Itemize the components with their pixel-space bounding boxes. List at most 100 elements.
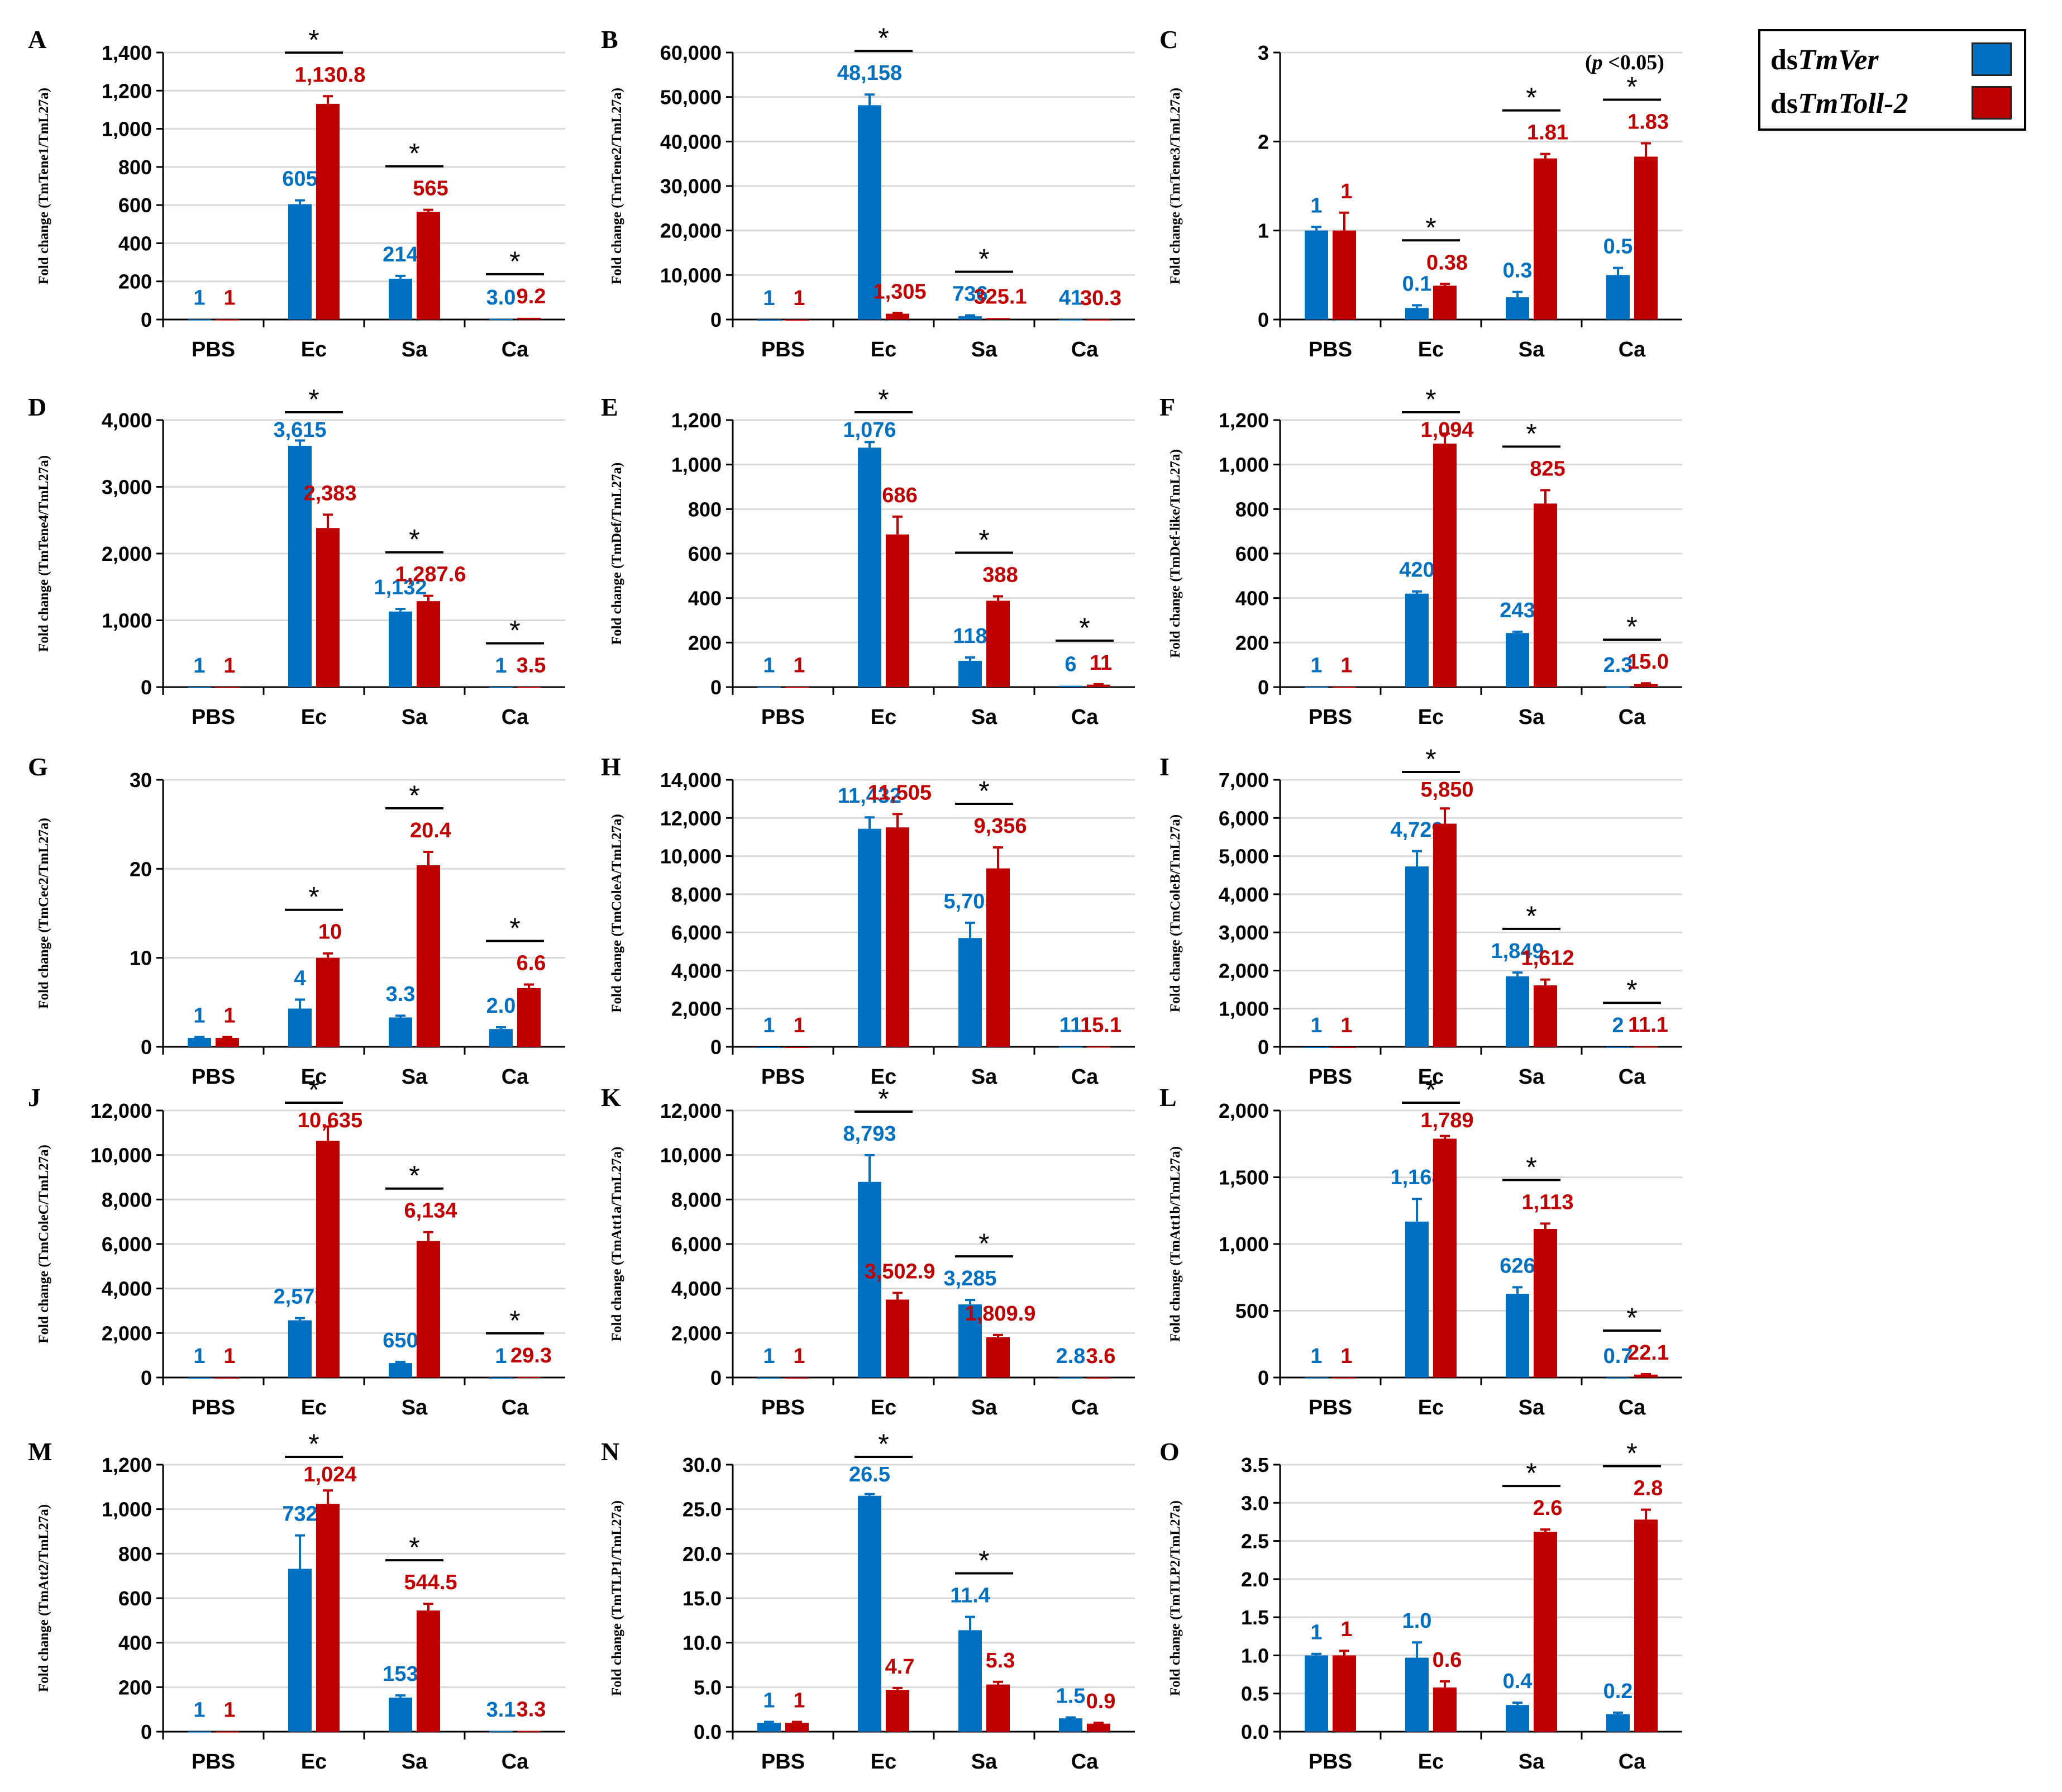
bar-l-tmtoll2-ec [1433,1138,1457,1378]
y-tick-label: 1,000 [102,609,152,632]
bar-d-tmtoll2-ca [517,687,541,688]
data-label: 1 [223,654,235,678]
significance-star: * [1626,974,1637,1005]
bar-d-tmver-ec [288,446,312,687]
bar-d-tmtoll2-ec [316,528,340,687]
y-tick-label: 600 [118,194,152,217]
data-label: 0.6 [1433,1648,1462,1672]
y-tick-label: 0.5 [1241,1683,1269,1705]
bar-j-tmtoll2-ec [316,1141,340,1378]
bar-e-tmtoll2-sa [986,600,1010,687]
x-tick-label: Sa [402,338,428,361]
data-label: 1 [1340,1014,1352,1037]
x-tick-label: Ec [1418,706,1444,729]
panel-letter: A [28,25,46,54]
data-label: 1 [223,1699,235,1722]
chart-panel-i: I Fold change (TmColeB/TmL27a) 0 1,000 2,000… [1159,744,1682,1089]
data-label: 48,158 [837,61,902,85]
x-tick-label: PBS [192,1396,235,1419]
bar-b-tmver-sa [958,316,982,320]
data-label: 1 [1310,194,1322,217]
bar-o-tmtoll2-sa [1534,1532,1557,1732]
bar-l-tmtoll2-pbs [1333,1377,1356,1379]
data-label: 0.1 [1402,273,1432,296]
data-label: 1 [763,287,775,310]
y-axis-label: Fold change (TmTLP1/TmL27a) [609,1500,624,1696]
bar-h-tmver-ca [1059,1046,1082,1048]
y-tick-label: 10,000 [660,264,722,287]
significance-star: * [979,1228,989,1259]
x-tick-label: PBS [192,706,235,729]
y-tick-label: 0 [1258,308,1269,331]
y-tick-label: 2,000 [671,1322,722,1345]
data-label: 1 [193,654,205,678]
x-tick-label: Sa [971,1065,997,1089]
significance-star: * [308,24,319,55]
bar-d-tmver-sa [389,611,412,687]
data-label: 1.81 [1527,121,1568,145]
x-tick-label: Sa [1519,1065,1545,1089]
bar-o-tmver-ca [1606,1714,1630,1732]
significance-star: * [1526,1151,1536,1183]
y-tick-label: 8,000 [102,1188,152,1211]
bar-i-tmver-ca [1606,1046,1630,1048]
bar-k-tmtoll2-ec [886,1299,909,1378]
bar-o-tmtoll2-ca [1634,1519,1658,1732]
x-tick-label: Ec [871,1750,896,1774]
significance-star: * [509,912,520,943]
x-tick-label: Ca [502,338,529,361]
data-label: 1 [763,654,775,678]
y-axis-label: Fold change (TmColeA/TmL27a) [609,814,624,1013]
data-label: 1 [763,1689,775,1712]
panel-letter: F [1159,393,1175,421]
y-tick-label: 4,000 [671,959,722,982]
data-label: 1.5 [1056,1685,1086,1708]
x-tick-label: PBS [761,706,805,729]
chart-panel-b: B Fold change (TmTene2/TmL27a) 0 10,000 20,0… [601,22,1135,361]
y-tick-label: 1,200 [102,1453,152,1476]
y-tick-label: 12,000 [660,807,722,830]
y-tick-label: 0 [1258,1036,1269,1059]
data-label: 1,612 [1521,947,1574,970]
bar-k-tmver-pbs [757,1377,781,1379]
y-tick-label: 200 [118,270,152,293]
significance-star: * [1526,1457,1536,1489]
x-tick-label: Ca [1071,338,1099,361]
data-label: 4 [294,967,306,990]
data-label: 1.0 [1402,1609,1432,1633]
y-tick-label: 1,000 [1219,454,1269,476]
legend-swatch-tmver [1972,42,2012,76]
y-tick-label: 800 [118,156,152,179]
y-tick-label: 200 [688,631,722,654]
data-label: 1 [223,1004,235,1027]
y-tick-label: 2.0 [1241,1568,1269,1591]
x-tick-label: Ca [1619,706,1646,729]
y-tick-label: 8,000 [671,883,722,906]
bar-f-tmver-ec [1405,593,1429,687]
data-label: 3.3 [517,1698,546,1722]
bar-a-tmver-ec [288,204,312,320]
data-label: 1 [193,1345,205,1368]
y-tick-label: 2,000 [102,542,152,565]
data-label: 1,287.6 [395,563,466,587]
y-tick-label: 7,000 [1219,769,1269,792]
data-label: 1 [793,654,805,678]
y-tick-label: 600 [1235,542,1269,565]
x-tick-label: Ca [1071,1750,1099,1774]
bar-b-tmver-ca [1059,319,1082,321]
bar-c-tmver-ec [1405,308,1429,320]
data-label: 1,305 [873,280,926,303]
x-tick-label: Ca [1071,1065,1099,1089]
data-label: 1 [793,1345,805,1368]
bar-m-tmtoll2-sa [417,1610,440,1732]
x-tick-label: Ec [301,706,327,729]
bar-n-tmtoll2-ec [886,1690,909,1732]
bar-c-tmver-pbs [1305,230,1328,320]
x-tick-label: Ec [301,1396,327,1419]
y-tick-label: 0 [141,1366,152,1389]
data-label: 1,130.8 [295,63,366,87]
chart-panel-f: F Fold change (TmDef-like/TmL27a) 0 200 400 6… [1159,384,1682,729]
